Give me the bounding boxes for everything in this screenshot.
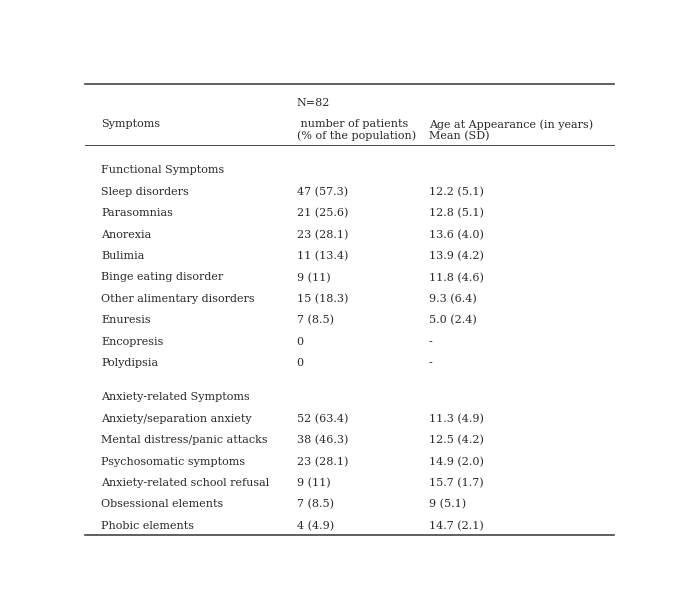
Text: 11.8 (4.6): 11.8 (4.6) [429, 272, 484, 283]
Text: Obsessional elements: Obsessional elements [101, 500, 224, 509]
Text: 7 (8.5): 7 (8.5) [297, 500, 333, 510]
Text: number of patients
(% of the population): number of patients (% of the population) [297, 119, 416, 141]
Text: 9.3 (6.4): 9.3 (6.4) [429, 294, 477, 304]
Text: 14.9 (2.0): 14.9 (2.0) [429, 457, 484, 467]
Text: 47 (57.3): 47 (57.3) [297, 187, 348, 197]
Text: Anxiety/separation anxiety: Anxiety/separation anxiety [101, 414, 252, 424]
Text: 13.9 (4.2): 13.9 (4.2) [429, 251, 484, 262]
Text: Binge eating disorder: Binge eating disorder [101, 272, 224, 283]
Text: Mental distress/panic attacks: Mental distress/panic attacks [101, 435, 268, 445]
Text: Polydipsia: Polydipsia [101, 358, 158, 368]
Text: Bulimia: Bulimia [101, 251, 145, 261]
Text: -: - [429, 358, 432, 368]
Text: 23 (28.1): 23 (28.1) [297, 457, 348, 467]
Text: N=82: N=82 [297, 98, 330, 108]
Text: -: - [429, 336, 432, 347]
Text: 5.0 (2.4): 5.0 (2.4) [429, 315, 477, 326]
Text: 12.2 (5.1): 12.2 (5.1) [429, 187, 484, 197]
Text: Anxiety-related school refusal: Anxiety-related school refusal [101, 478, 269, 488]
Text: 52 (63.4): 52 (63.4) [297, 414, 348, 424]
Text: 11 (13.4): 11 (13.4) [297, 251, 348, 262]
Text: Symptoms: Symptoms [101, 119, 160, 129]
Text: 11.3 (4.9): 11.3 (4.9) [429, 414, 484, 424]
Text: 12.5 (4.2): 12.5 (4.2) [429, 435, 484, 446]
Text: 7 (8.5): 7 (8.5) [297, 315, 333, 326]
Text: Anxiety-related Symptoms: Anxiety-related Symptoms [101, 393, 250, 402]
Text: 38 (46.3): 38 (46.3) [297, 435, 348, 446]
Text: Psychosomatic symptoms: Psychosomatic symptoms [101, 457, 246, 467]
Text: 15.7 (1.7): 15.7 (1.7) [429, 478, 484, 489]
Text: 23 (28.1): 23 (28.1) [297, 230, 348, 240]
Text: Other alimentary disorders: Other alimentary disorders [101, 294, 255, 304]
Text: 9 (11): 9 (11) [297, 272, 330, 283]
Text: 0: 0 [297, 358, 303, 368]
Text: 9 (5.1): 9 (5.1) [429, 500, 466, 510]
Text: 9 (11): 9 (11) [297, 478, 330, 489]
Text: Phobic elements: Phobic elements [101, 521, 194, 531]
Text: 14.7 (2.1): 14.7 (2.1) [429, 521, 484, 531]
Text: 15 (18.3): 15 (18.3) [297, 294, 348, 304]
Text: Anorexia: Anorexia [101, 230, 151, 240]
Text: 21 (25.6): 21 (25.6) [297, 208, 348, 219]
Text: 13.6 (4.0): 13.6 (4.0) [429, 230, 484, 240]
Text: Enuresis: Enuresis [101, 315, 151, 325]
Text: 12.8 (5.1): 12.8 (5.1) [429, 208, 484, 219]
Text: Encopresis: Encopresis [101, 336, 164, 347]
Text: Parasomnias: Parasomnias [101, 208, 173, 218]
Text: Age at Appearance (in years)
Mean (SD): Age at Appearance (in years) Mean (SD) [429, 119, 593, 141]
Text: Sleep disorders: Sleep disorders [101, 187, 189, 197]
Text: 0: 0 [297, 336, 303, 347]
Text: 4 (4.9): 4 (4.9) [297, 521, 333, 531]
Text: Functional Symptoms: Functional Symptoms [101, 165, 224, 176]
